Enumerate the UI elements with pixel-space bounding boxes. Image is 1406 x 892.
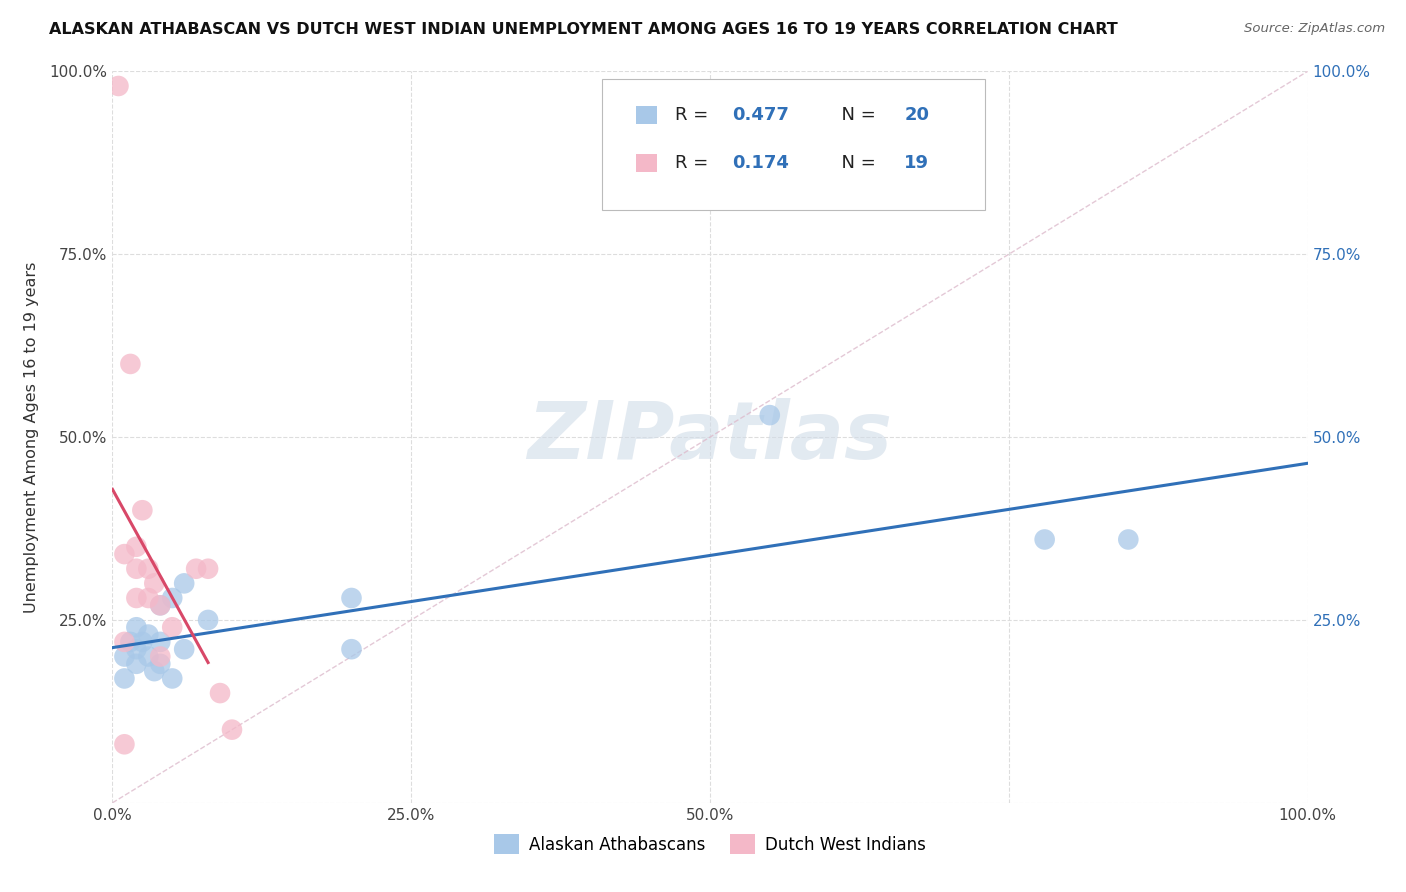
Point <box>131 503 153 517</box>
Point <box>131 635 153 649</box>
Text: ALASKAN ATHABASCAN VS DUTCH WEST INDIAN UNEMPLOYMENT AMONG AGES 16 TO 19 YEARS C: ALASKAN ATHABASCAN VS DUTCH WEST INDIAN … <box>49 22 1118 37</box>
Point <box>138 627 160 641</box>
Point <box>1118 533 1140 547</box>
Point <box>125 642 148 657</box>
Point <box>138 562 160 576</box>
Point <box>125 620 148 634</box>
Text: Source: ZipAtlas.com: Source: ZipAtlas.com <box>1244 22 1385 36</box>
Point <box>107 78 129 93</box>
Point <box>149 599 172 613</box>
Point <box>162 591 183 605</box>
Point <box>138 649 160 664</box>
Text: R =: R = <box>675 153 714 172</box>
Point <box>197 613 219 627</box>
Point <box>114 547 135 561</box>
Point <box>120 635 142 649</box>
Text: 20: 20 <box>904 106 929 124</box>
Point <box>173 576 195 591</box>
Text: 19: 19 <box>904 153 929 172</box>
FancyBboxPatch shape <box>603 78 986 211</box>
Point <box>340 642 363 657</box>
Text: ZIPatlas: ZIPatlas <box>527 398 893 476</box>
FancyBboxPatch shape <box>636 153 657 172</box>
Point <box>143 576 166 591</box>
Point <box>125 562 148 576</box>
Point <box>149 657 172 671</box>
Point <box>149 649 172 664</box>
Point <box>125 540 148 554</box>
Point <box>759 408 782 422</box>
FancyBboxPatch shape <box>636 106 657 124</box>
Point <box>125 591 148 605</box>
Point <box>173 642 195 657</box>
Point <box>114 649 135 664</box>
Text: 0.477: 0.477 <box>733 106 789 124</box>
Point <box>1033 533 1056 547</box>
Text: R =: R = <box>675 106 714 124</box>
Legend: Alaskan Athabascans, Dutch West Indians: Alaskan Athabascans, Dutch West Indians <box>488 828 932 860</box>
Point <box>186 562 208 576</box>
Point <box>143 664 166 678</box>
Point <box>114 672 135 686</box>
Point <box>162 620 183 634</box>
Point <box>162 672 183 686</box>
Point <box>340 591 363 605</box>
Point <box>197 562 219 576</box>
Point <box>221 723 243 737</box>
Text: N =: N = <box>830 153 882 172</box>
Point <box>125 657 148 671</box>
Point <box>209 686 232 700</box>
Point <box>149 635 172 649</box>
Text: 0.174: 0.174 <box>733 153 789 172</box>
Point <box>149 599 172 613</box>
Point <box>114 635 135 649</box>
Y-axis label: Unemployment Among Ages 16 to 19 years: Unemployment Among Ages 16 to 19 years <box>24 261 38 613</box>
Point <box>138 591 160 605</box>
Point <box>120 357 142 371</box>
Point <box>114 737 135 751</box>
Text: N =: N = <box>830 106 882 124</box>
